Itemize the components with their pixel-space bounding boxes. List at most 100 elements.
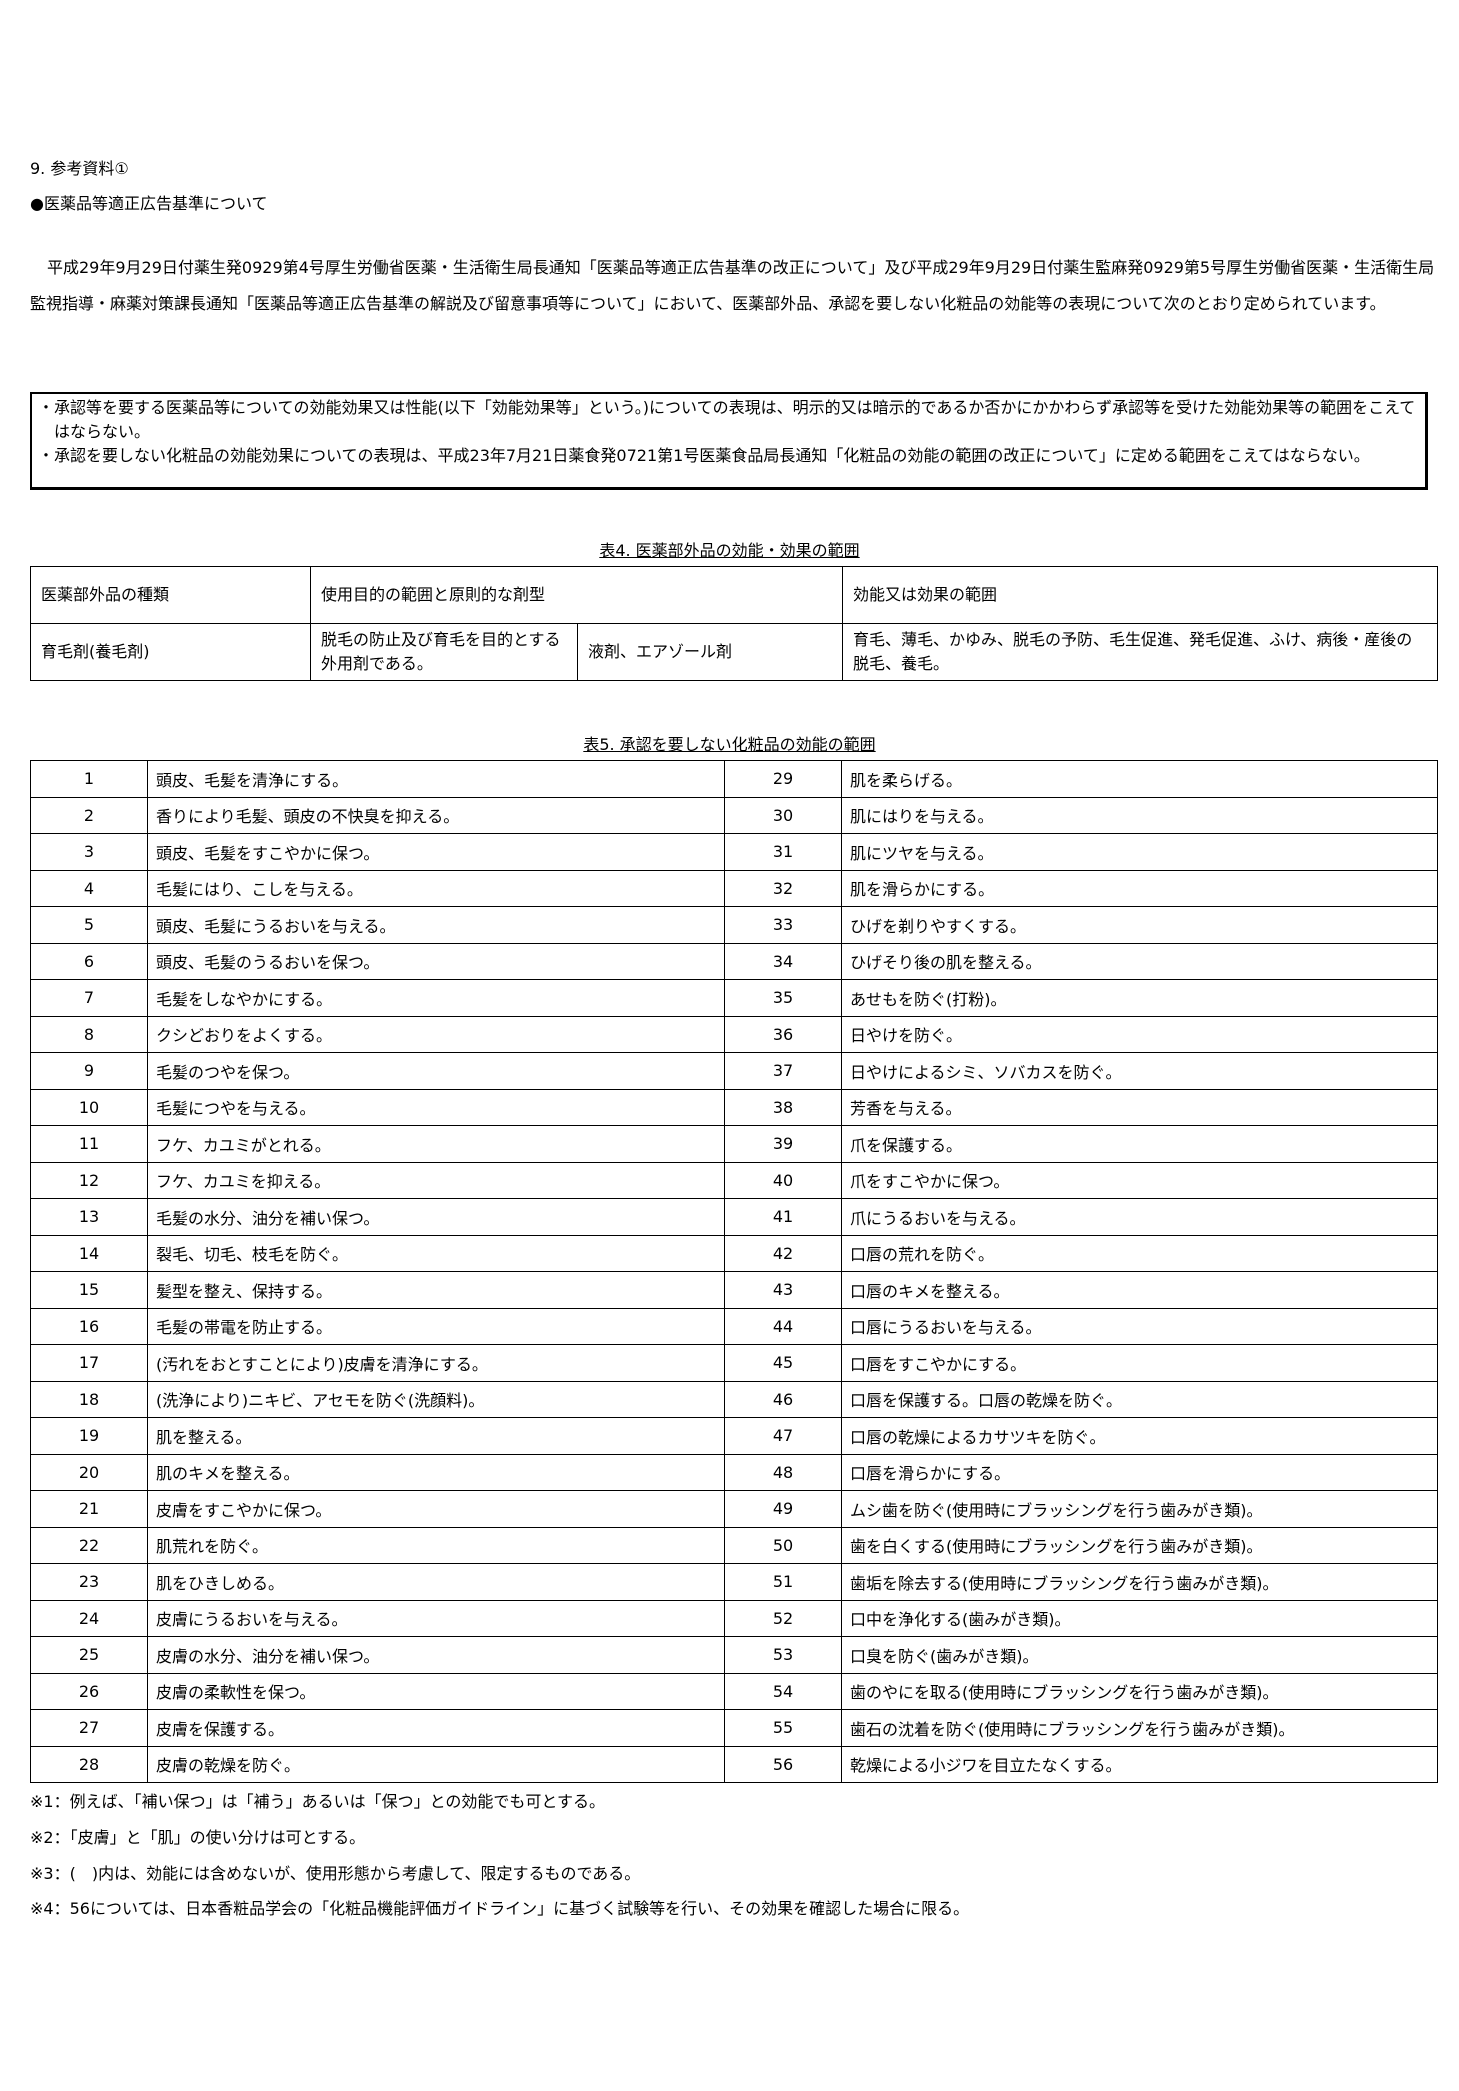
table5-row: 17 (汚れをおとすことにより)皮膚を清浄にする。 45 口唇をすこやかにする。 xyxy=(30,1344,1438,1382)
item-text: 爪を保護する。 xyxy=(841,1125,1438,1163)
table5-row: 13 毛髪の水分、油分を補い保つ。 41 爪にうるおいを与える。 xyxy=(30,1198,1438,1236)
item-number: 35 xyxy=(724,979,842,1017)
table5-row: 12 フケ、カユミを抑える。 40 爪をすこやかに保つ。 xyxy=(30,1161,1438,1199)
item-number: 31 xyxy=(724,833,842,871)
item-number: 41 xyxy=(724,1198,842,1236)
item-text: 毛髪のつやを保つ。 xyxy=(147,1052,725,1090)
item-number: 44 xyxy=(724,1307,842,1345)
table4-caption: 表4. 医薬部外品の効能・効果の範囲 xyxy=(599,541,860,560)
item-text: 皮膚の乾燥を防ぐ。 xyxy=(147,1745,725,1783)
item-text: 口唇を滑らかにする。 xyxy=(841,1453,1438,1491)
item-number: 37 xyxy=(724,1052,842,1090)
table5-row: 20 肌のキメを整える。 48 口唇を滑らかにする。 xyxy=(30,1453,1438,1491)
item-text: 肌荒れを防ぐ。 xyxy=(147,1526,725,1564)
table5-row: 21 皮膚をすこやかに保つ。 49 ムシ歯を防ぐ(使用時にブラッシングを行う歯みがき類… xyxy=(30,1490,1438,1528)
item-text: 肌のキメを整える。 xyxy=(147,1453,725,1491)
table4-cell: 脱毛の防止及び育毛を目的とする外用剤である。 xyxy=(310,623,578,681)
item-text: 歯を白くする(使用時にブラッシングを行う歯みがき類)。 xyxy=(841,1526,1438,1564)
item-text: 口唇の荒れを防ぐ。 xyxy=(841,1234,1438,1272)
item-text: ひげを剃りやすくする。 xyxy=(841,906,1438,944)
item-text: 毛髪にはり、こしを与える。 xyxy=(147,869,725,907)
rules-box: ・承認等を要する医薬品等についての効能効果又は性能(以下「効能効果等」という。)… xyxy=(30,392,1428,490)
item-number: 48 xyxy=(724,1453,842,1491)
item-text: 爪をすこやかに保つ。 xyxy=(841,1161,1438,1199)
item-text: (洗浄により)ニキビ、アセモを防ぐ(洗顔料)。 xyxy=(147,1380,725,1418)
item-number: 8 xyxy=(30,1015,148,1053)
item-number: 6 xyxy=(30,942,148,980)
item-text: 歯のやにを取る(使用時にブラッシングを行う歯みがき類)。 xyxy=(841,1672,1438,1710)
table5-row: 6 頭皮、毛髪のうるおいを保つ。 34 ひげそり後の肌を整える。 xyxy=(30,942,1438,980)
item-text: 肌を柔らげる。 xyxy=(841,760,1438,798)
table4-header: 医薬部外品の種類 xyxy=(30,566,311,624)
item-number: 16 xyxy=(30,1307,148,1345)
item-number: 18 xyxy=(30,1380,148,1418)
table5-row: 27 皮膚を保護する。 55 歯石の沈着を防ぐ(使用時にブラッシングを行う歯みがき類)… xyxy=(30,1709,1438,1747)
table4-cell: 液剤、エアゾール剤 xyxy=(577,623,843,681)
table5: 1 頭皮、毛髪を清浄にする。 29 肌を柔らげる。 2 香りにより毛髪、頭皮の不快臭を抑え… xyxy=(30,760,1438,1783)
item-number: 22 xyxy=(30,1526,148,1564)
item-text: 香りにより毛髪、頭皮の不快臭を抑える。 xyxy=(147,796,725,834)
item-text: 肌をひきしめる。 xyxy=(147,1563,725,1601)
table5-row: 22 肌荒れを防ぐ。 50 歯を白くする(使用時にブラッシングを行う歯みがき類)。 xyxy=(30,1526,1438,1564)
item-text: 皮膚の水分、油分を補い保つ。 xyxy=(147,1636,725,1674)
table4-header-row: 医薬部外品の種類 使用目的の範囲と原則的な剤型 効能又は効果の範囲 xyxy=(30,566,1438,624)
item-number: 32 xyxy=(724,869,842,907)
item-number: 25 xyxy=(30,1636,148,1674)
table5-row: 23 肌をひきしめる。 51 歯垢を除去する(使用時にブラッシングを行う歯みがき類)。 xyxy=(30,1563,1438,1601)
item-number: 23 xyxy=(30,1563,148,1601)
item-number: 13 xyxy=(30,1198,148,1236)
item-number: 47 xyxy=(724,1417,842,1455)
item-number: 52 xyxy=(724,1599,842,1637)
item-number: 46 xyxy=(724,1380,842,1418)
item-number: 11 xyxy=(30,1125,148,1163)
item-text: 肌を整える。 xyxy=(147,1417,725,1455)
table5-caption: 表5. 承認を要しない化粧品の効能の範囲 xyxy=(583,735,876,754)
item-text: フケ、カユミを抑える。 xyxy=(147,1161,725,1199)
item-text: 皮膚を保護する。 xyxy=(147,1709,725,1747)
table5-row: 15 髪型を整え、保持する。 43 口唇のキメを整える。 xyxy=(30,1271,1438,1309)
item-text: 肌にはりを与える。 xyxy=(841,796,1438,834)
item-number: 3 xyxy=(30,833,148,871)
item-text: 頭皮、毛髪を清浄にする。 xyxy=(147,760,725,798)
item-number: 50 xyxy=(724,1526,842,1564)
item-number: 56 xyxy=(724,1745,842,1783)
table5-row: 8 クシどおりをよくする。 36 日やけを防ぐ。 xyxy=(30,1015,1438,1053)
item-number: 12 xyxy=(30,1161,148,1199)
table5-row: 25 皮膚の水分、油分を補い保つ。 53 口臭を防ぐ(歯みがき類)。 xyxy=(30,1636,1438,1674)
item-text: ムシ歯を防ぐ(使用時にブラッシングを行う歯みがき類)。 xyxy=(841,1490,1438,1528)
table4: 医薬部外品の種類 使用目的の範囲と原則的な剤型 効能又は効果の範囲 育毛剤(養毛… xyxy=(30,566,1438,681)
item-text: 口唇を保護する。口唇の乾燥を防ぐ。 xyxy=(841,1380,1438,1418)
item-text: 肌を滑らかにする。 xyxy=(841,869,1438,907)
item-text: 裂毛、切毛、枝毛を防ぐ。 xyxy=(147,1234,725,1272)
item-number: 36 xyxy=(724,1015,842,1053)
table4-header: 効能又は効果の範囲 xyxy=(842,566,1438,624)
section-title: 9. 参考資料① xyxy=(30,159,129,178)
item-text: 口中を浄化する(歯みがき類)。 xyxy=(841,1599,1438,1637)
item-text: ひげそり後の肌を整える。 xyxy=(841,942,1438,980)
footnote: ※3：( )内は、効能には含めないが、使用形態から考慮して、限定するものである。 xyxy=(30,1864,641,1883)
item-text: 乾燥による小ジワを目立たなくする。 xyxy=(841,1745,1438,1783)
table5-row: 9 毛髪のつやを保つ。 37 日やけによるシミ、ソバカスを防ぐ。 xyxy=(30,1052,1438,1090)
item-text: 日やけによるシミ、ソバカスを防ぐ。 xyxy=(841,1052,1438,1090)
item-number: 19 xyxy=(30,1417,148,1455)
item-number: 15 xyxy=(30,1271,148,1309)
table5-row: 3 頭皮、毛髪をすこやかに保つ。 31 肌にツヤを与える。 xyxy=(30,833,1438,871)
item-text: あせもを防ぐ(打粉)。 xyxy=(841,979,1438,1017)
table5-row: 16 毛髪の帯電を防止する。 44 口唇にうるおいを与える。 xyxy=(30,1307,1438,1345)
item-number: 54 xyxy=(724,1672,842,1710)
item-number: 38 xyxy=(724,1088,842,1126)
item-text: 口唇の乾燥によるカサツキを防ぐ。 xyxy=(841,1417,1438,1455)
item-number: 33 xyxy=(724,906,842,944)
item-text: 口唇をすこやかにする。 xyxy=(841,1344,1438,1382)
item-number: 7 xyxy=(30,979,148,1017)
item-number: 39 xyxy=(724,1125,842,1163)
item-text: クシどおりをよくする。 xyxy=(147,1015,725,1053)
table5-row: 19 肌を整える。 47 口唇の乾燥によるカサツキを防ぐ。 xyxy=(30,1417,1438,1455)
item-text: 芳香を与える。 xyxy=(841,1088,1438,1126)
item-text: 日やけを防ぐ。 xyxy=(841,1015,1438,1053)
item-text: 皮膚をすこやかに保つ。 xyxy=(147,1490,725,1528)
item-number: 14 xyxy=(30,1234,148,1272)
table4-cell: 育毛、薄毛、かゆみ、脱毛の予防、毛生促進、発毛促進、ふけ、病後・産後の脱毛、養毛… xyxy=(842,623,1438,681)
item-number: 21 xyxy=(30,1490,148,1528)
